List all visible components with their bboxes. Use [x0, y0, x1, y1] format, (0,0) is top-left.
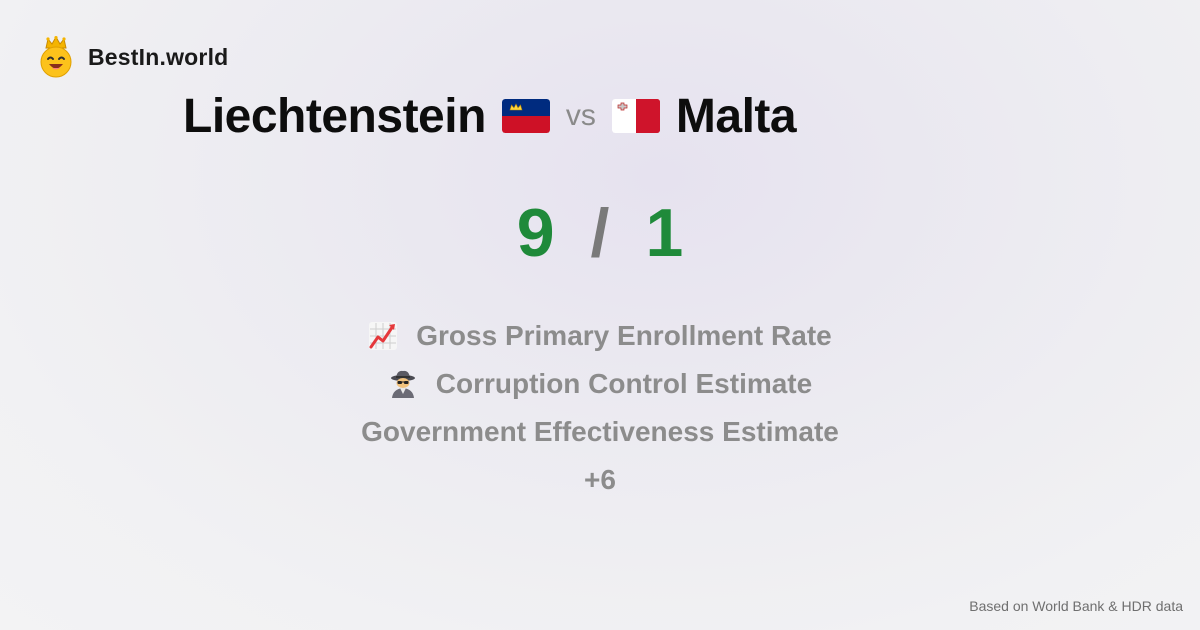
left-score: 9 — [516, 195, 555, 271]
right-country-name: Malta — [675, 89, 797, 143]
brand-name: BestIn.world — [88, 43, 229, 70]
metric-label: Government Effectiveness Estimate — [361, 416, 839, 447]
right-score: 1 — [645, 195, 684, 271]
metric-item: Corruption Control Estimate — [0, 360, 1200, 408]
score: 9 / 1 — [0, 192, 1200, 274]
metric-item: Gross Primary Enrollment Rate — [0, 312, 1200, 360]
score-separator: / — [590, 195, 610, 271]
vs-label: vs — [565, 99, 596, 132]
crowned-smiley-icon — [40, 36, 72, 78]
comparison-title: Liechtenstein vs Malta — [183, 86, 797, 146]
metric-label: Gross Primary Enrollment Rate — [416, 320, 832, 351]
chart-increasing-icon — [369, 322, 398, 350]
metric-item: Government Effectiveness Estimate — [0, 408, 1200, 456]
left-country-name: Liechtenstein — [183, 89, 486, 143]
metric-list: Gross Primary Enrollment Rate Corruption… — [0, 312, 1200, 504]
detective-icon — [390, 370, 415, 398]
malta-flag-icon — [611, 99, 660, 133]
more-metrics-count: +6 — [584, 464, 616, 495]
data-source-note: Based on World Bank & HDR data — [969, 598, 1183, 614]
brand[interactable]: BestIn.world — [38, 36, 228, 78]
metric-label: Corruption Control Estimate — [435, 368, 813, 399]
liechtenstein-flag-icon — [501, 99, 550, 133]
